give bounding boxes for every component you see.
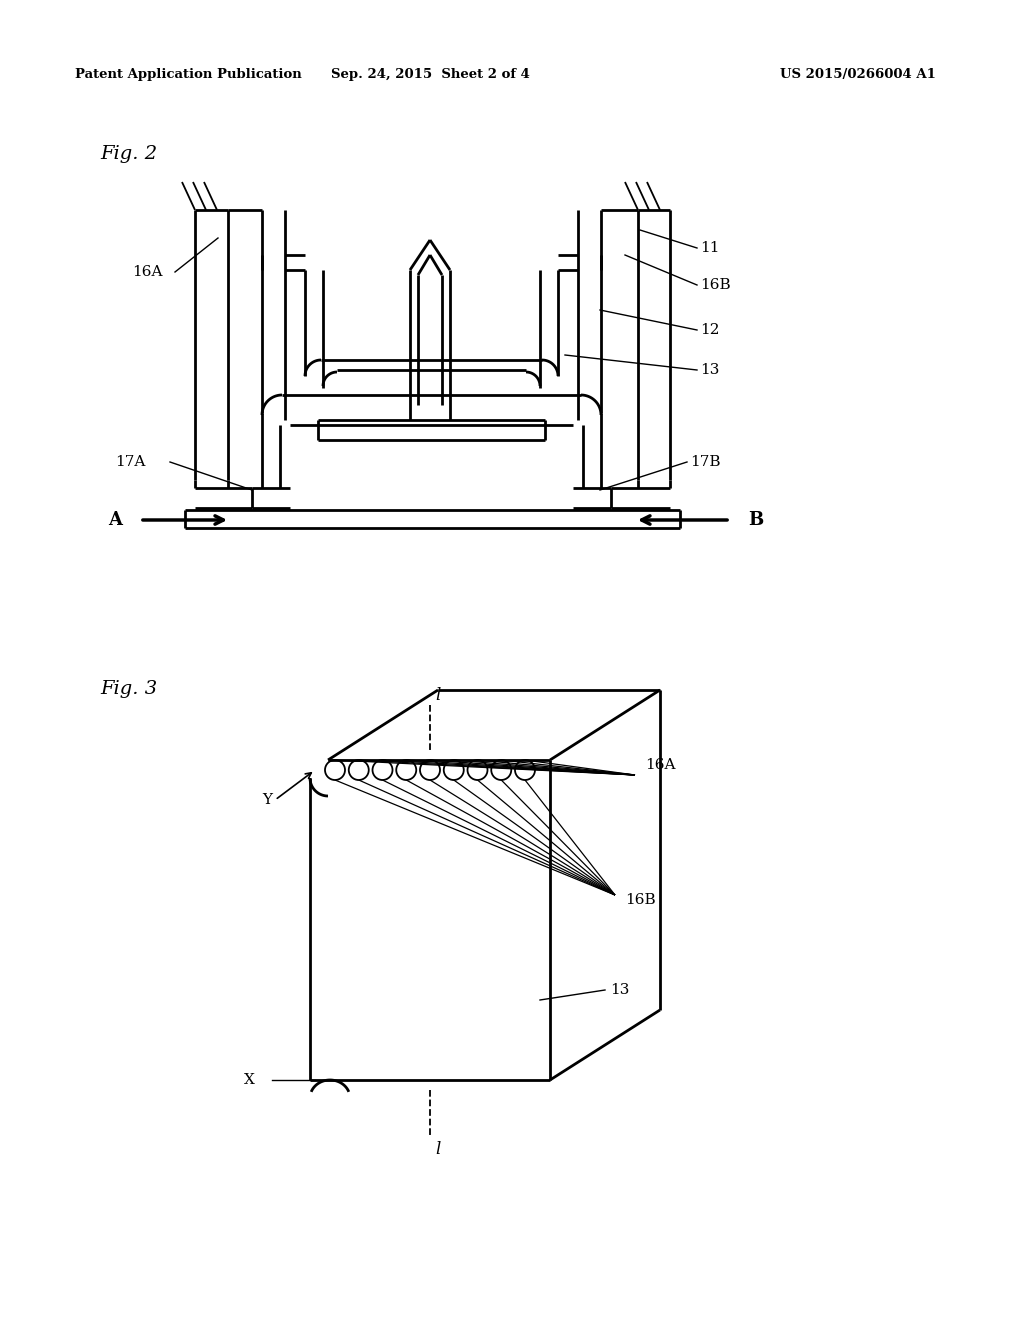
Text: Sep. 24, 2015  Sheet 2 of 4: Sep. 24, 2015 Sheet 2 of 4 (331, 69, 529, 81)
Text: 12: 12 (700, 323, 720, 337)
Text: 13: 13 (700, 363, 720, 378)
Text: 11: 11 (700, 242, 720, 255)
Text: Y: Y (262, 793, 272, 807)
Text: 16A: 16A (645, 758, 676, 772)
Text: B: B (748, 511, 763, 529)
Text: 16A: 16A (132, 265, 163, 279)
Text: Patent Application Publication: Patent Application Publication (75, 69, 302, 81)
Text: X: X (244, 1073, 255, 1086)
Text: Fig. 3: Fig. 3 (100, 680, 157, 698)
Text: l: l (435, 686, 440, 704)
Text: 17A: 17A (115, 455, 145, 469)
Text: A: A (108, 511, 122, 529)
Text: Fig. 2: Fig. 2 (100, 145, 157, 162)
Text: 16B: 16B (700, 279, 731, 292)
Text: 16B: 16B (625, 894, 655, 907)
Text: US 2015/0266004 A1: US 2015/0266004 A1 (780, 69, 936, 81)
Text: 13: 13 (610, 983, 630, 997)
Text: 17B: 17B (690, 455, 721, 469)
Text: l: l (435, 1142, 440, 1159)
